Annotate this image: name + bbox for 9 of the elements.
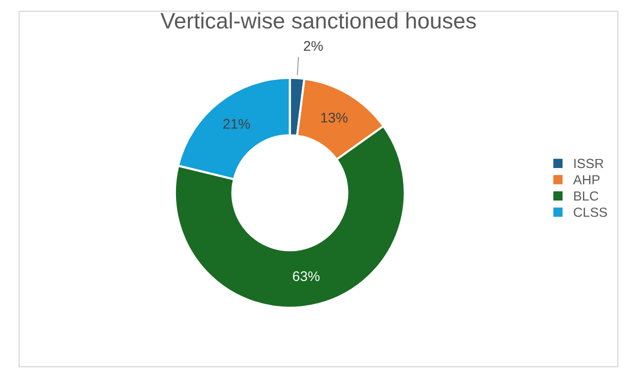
legend-label: ISSR	[574, 158, 604, 168]
legend-label: CLSS	[574, 208, 607, 217]
legend-label: AHP	[573, 175, 600, 184]
legend-label: BLC	[574, 191, 598, 201]
data-label: 63%	[292, 271, 320, 282]
data-label: 21%	[223, 118, 250, 129]
data-label: 13%	[321, 112, 348, 123]
chart-title: Vertical-wise sanctioned houses	[160, 12, 476, 29]
data-label: 2%	[304, 41, 323, 51]
